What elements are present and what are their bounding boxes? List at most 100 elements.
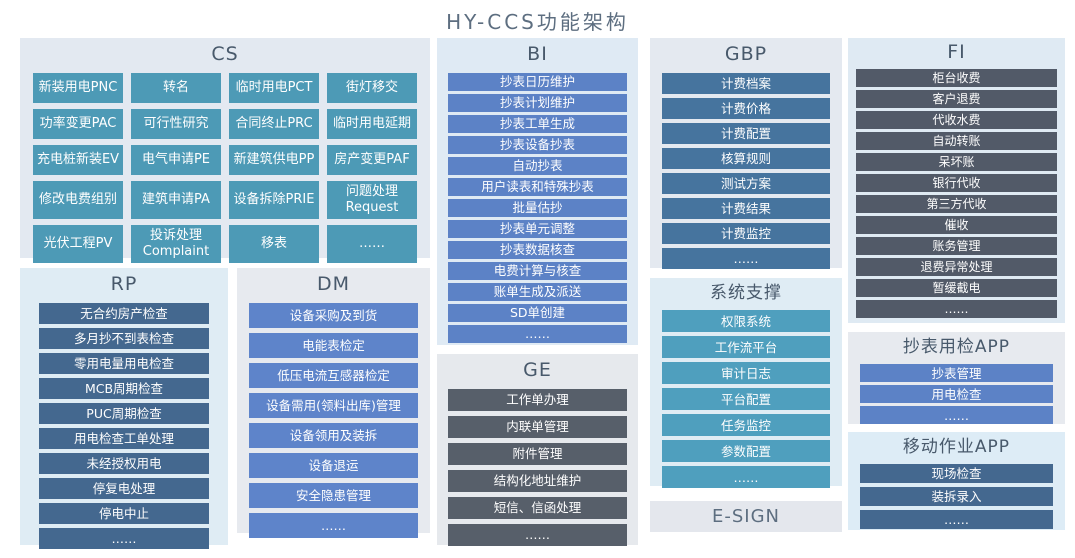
- rp-module: 未经授权用电: [39, 452, 209, 474]
- rp-module: MCB周期检查: [39, 377, 209, 399]
- dm-module: 设备采购及到货: [249, 302, 418, 328]
- bi-module: 电费计算与核查: [448, 261, 627, 280]
- panel-mobile-work-app-modules: 现场检查 装拆录入 ……: [848, 464, 1065, 538]
- bi-module: 抄表工单生成: [448, 114, 627, 133]
- panel-dm-title: DM: [316, 273, 351, 295]
- bi-module: 抄表数据核查: [448, 240, 627, 259]
- fi-module: 柜台收费: [856, 68, 1057, 87]
- panel-mobile-work-app-title: 移动作业APP: [902, 437, 1011, 457]
- bi-module: ……: [448, 324, 627, 343]
- mobile-app-module: 装拆录入: [860, 487, 1053, 507]
- gbp-module: 计费档案: [662, 72, 830, 94]
- panel-ge-modules: 工作单办理 内联单管理 附件管理 结构化地址维护 短信、信函处理 ……: [437, 388, 638, 555]
- rp-module: PUC周期检查: [39, 402, 209, 424]
- dm-module: ……: [249, 512, 418, 538]
- panel-fi: FI 柜台收费 客户退费 代收水费 自动转账 呆坏账 银行代收 第三方代收 催收 账务管理 退费异…: [848, 38, 1065, 323]
- ge-module: 短信、信函处理: [448, 496, 627, 519]
- panel-fi-modules: 柜台收费 客户退费 代收水费 自动转账 呆坏账 银行代收 第三方代收 催收 账务管理 退费异常处理…: [848, 68, 1065, 325]
- system-support-module: 工作流平台: [662, 336, 830, 359]
- cs-module: 房产变更PAF: [327, 144, 417, 175]
- panel-gbp-title: GBP: [724, 43, 768, 65]
- dm-module: 电能表检定: [249, 332, 418, 358]
- panel-cs-title: CS: [211, 43, 239, 65]
- cs-module: 合同终止PRC: [229, 108, 319, 139]
- system-support-module: ……: [662, 466, 830, 489]
- meter-app-module: 抄表管理: [860, 364, 1053, 383]
- cs-module: 可行性研究: [131, 108, 221, 139]
- cs-module: 投诉处理 Complaint: [131, 224, 221, 263]
- panel-bi-title: BI: [527, 43, 548, 65]
- panel-mobile-work-app: 移动作业APP 现场检查 装拆录入 ……: [848, 432, 1065, 530]
- panel-fi-title: FI: [947, 41, 966, 63]
- bi-module: 抄表计划维护: [448, 93, 627, 112]
- panel-ge-title: GE: [523, 359, 552, 381]
- mobile-app-module: 现场检查: [860, 464, 1053, 484]
- cs-module: 修改电费组别: [33, 180, 123, 219]
- ge-module: 结构化地址维护: [448, 469, 627, 492]
- system-support-module: 参数配置: [662, 440, 830, 463]
- panel-system-support-title: 系统支撑: [710, 283, 782, 303]
- system-support-module: 平台配置: [662, 388, 830, 411]
- dm-module: 设备领用及装拆: [249, 422, 418, 448]
- bi-module: 抄表日历维护: [448, 72, 627, 91]
- cs-module: 设备拆除PRIE: [229, 180, 319, 219]
- rp-module: 停电中止: [39, 502, 209, 524]
- gbp-module: 核算规则: [662, 147, 830, 169]
- panel-meter-inspection-app-title: 抄表用检APP: [902, 337, 1011, 357]
- gbp-module: 计费监控: [662, 222, 830, 244]
- dm-module: 低压电流互感器检定: [249, 362, 418, 388]
- bi-module: SD单创建: [448, 303, 627, 322]
- rp-module: 零用电量用电检查: [39, 352, 209, 374]
- cs-module: 临时用电PCT: [229, 72, 319, 103]
- panel-dm-modules: 设备采购及到货 电能表检定 低压电流互感器检定 设备需用(领料出库)管理 设备领用及装拆…: [237, 302, 430, 548]
- cs-module: 光伏工程PV: [33, 224, 123, 263]
- cs-module: 转名: [131, 72, 221, 103]
- cs-module: 移表: [229, 224, 319, 263]
- bi-module: 抄表设备抄表: [448, 135, 627, 154]
- panel-rp-modules: 无合约房产检查 多月抄不到表检查 零用电量用电检查 MCB周期检查 PUC周期检查 用电检…: [20, 302, 228, 558]
- fi-module: 银行代收: [856, 173, 1057, 192]
- system-support-module: 权限系统: [662, 310, 830, 333]
- gbp-module: 计费结果: [662, 197, 830, 219]
- page-title: HY-CCS功能架构: [446, 10, 629, 34]
- panel-rp: RP 无合约房产检查 多月抄不到表检查 零用电量用电检查 MCB周期检查 PUC周期检查…: [20, 268, 228, 549]
- gbp-module: ……: [662, 247, 830, 269]
- panel-meter-inspection-app-modules: 抄表管理用电检查 ……: [848, 364, 1065, 432]
- meter-app-module: 用电检查: [860, 385, 1053, 404]
- panel-esign-title: E-SIGN: [711, 505, 780, 527]
- cs-module: 问题处理 Request: [327, 180, 417, 219]
- cs-module: 电气申请PE: [131, 144, 221, 175]
- ge-module: 工作单办理: [448, 388, 627, 411]
- rp-module: 无合约房产检查: [39, 302, 209, 324]
- fi-module: 暂缓截电: [856, 278, 1057, 297]
- dm-module: 安全隐患管理: [249, 482, 418, 508]
- panel-rp-title: RP: [110, 273, 138, 295]
- system-support-module: 审计日志: [662, 362, 830, 385]
- gbp-module: 计费配置: [662, 122, 830, 144]
- ge-module: 内联单管理: [448, 415, 627, 438]
- rp-module: 多月抄不到表检查: [39, 327, 209, 349]
- cs-module: 功率变更PAC: [33, 108, 123, 139]
- fi-module: 自动转账: [856, 131, 1057, 150]
- panel-gbp-modules: 计费档案 计费价格 计费配置 核算规则 测试方案 计费结果 计费监控 ……: [650, 72, 842, 278]
- meter-app-module: ……: [860, 406, 1053, 425]
- panel-cs-modules: 新装用电PNC 转名 临时用电PCT 街灯移交 功率变更PAC 可行性研究 合同终止PRC 临…: [20, 72, 430, 275]
- panel-bi-modules: 抄表日历维护 抄表计划维护 抄表工单生成 抄表设备抄表 自动抄表 用户读表和特殊抄表 批量估…: [437, 72, 638, 351]
- rp-module: 用电检查工单处理: [39, 427, 209, 449]
- cs-module: ……: [327, 224, 417, 263]
- fi-module: 代收水费: [856, 110, 1057, 129]
- cs-module: 建筑申请PA: [131, 180, 221, 219]
- panel-bi: BI 抄表日历维护 抄表计划维护 抄表工单生成 抄表设备抄表 自动抄表 用户读表和特殊抄表…: [437, 38, 638, 345]
- cs-module: 临时用电延期: [327, 108, 417, 139]
- fi-module: 催收: [856, 215, 1057, 234]
- gbp-module: 计费价格: [662, 97, 830, 119]
- panel-gbp: GBP 计费档案 计费价格 计费配置 核算规则 测试方案 计费结果 计费监控 ……: [650, 38, 842, 269]
- fi-module: 呆坏账: [856, 152, 1057, 171]
- dm-module: 设备退运: [249, 452, 418, 478]
- cs-module: 新建筑供电PP: [229, 144, 319, 175]
- bi-module: 账单生成及派送: [448, 282, 627, 301]
- fi-module: 客户退费: [856, 89, 1057, 108]
- panel-cs: CS 新装用电PNC 转名 临时用电PCT 街灯移交 功率变更PAC 可行性研究 合同终止P…: [20, 38, 430, 263]
- panel-meter-inspection-app: 抄表用检APP 抄表管理用电检查 ……: [848, 332, 1065, 425]
